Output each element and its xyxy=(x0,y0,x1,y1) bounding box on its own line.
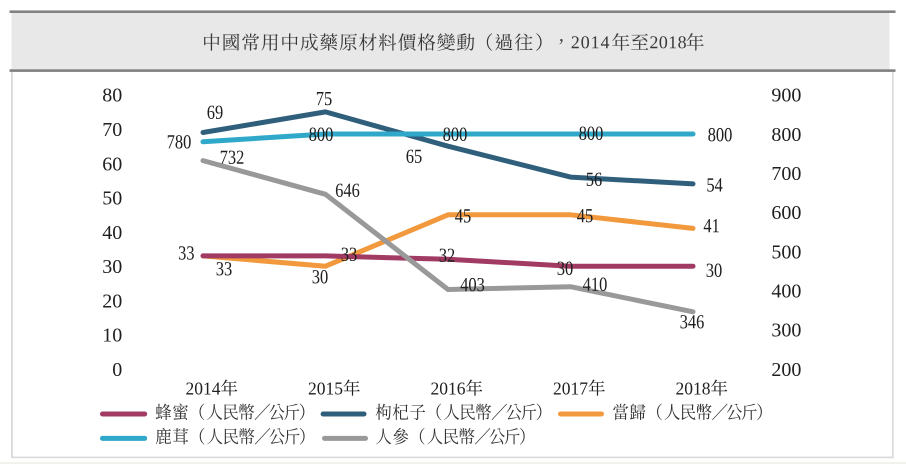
svg-text:200: 200 xyxy=(771,359,801,381)
svg-text:0: 0 xyxy=(112,359,122,381)
svg-text:900: 900 xyxy=(771,85,801,107)
svg-text:2016: 2016 xyxy=(431,378,466,398)
svg-text:2018: 2018 xyxy=(676,378,711,398)
svg-text:600: 600 xyxy=(771,202,801,224)
svg-text:50: 50 xyxy=(102,188,122,210)
svg-text:20: 20 xyxy=(102,290,122,312)
svg-text:2014: 2014 xyxy=(186,378,221,398)
svg-text:10: 10 xyxy=(102,325,122,347)
svg-text:80: 80 xyxy=(102,85,122,107)
svg-text:700: 700 xyxy=(771,163,801,185)
svg-text:2015: 2015 xyxy=(308,378,343,398)
svg-text:300: 300 xyxy=(771,320,801,342)
svg-text:60: 60 xyxy=(102,153,122,175)
svg-text:500: 500 xyxy=(771,241,801,263)
svg-text:30: 30 xyxy=(102,256,122,278)
svg-text:800: 800 xyxy=(771,124,801,146)
svg-text:70: 70 xyxy=(102,119,122,141)
svg-text:400: 400 xyxy=(771,281,801,303)
svg-text:2017: 2017 xyxy=(553,378,588,398)
svg-text:40: 40 xyxy=(102,222,122,244)
